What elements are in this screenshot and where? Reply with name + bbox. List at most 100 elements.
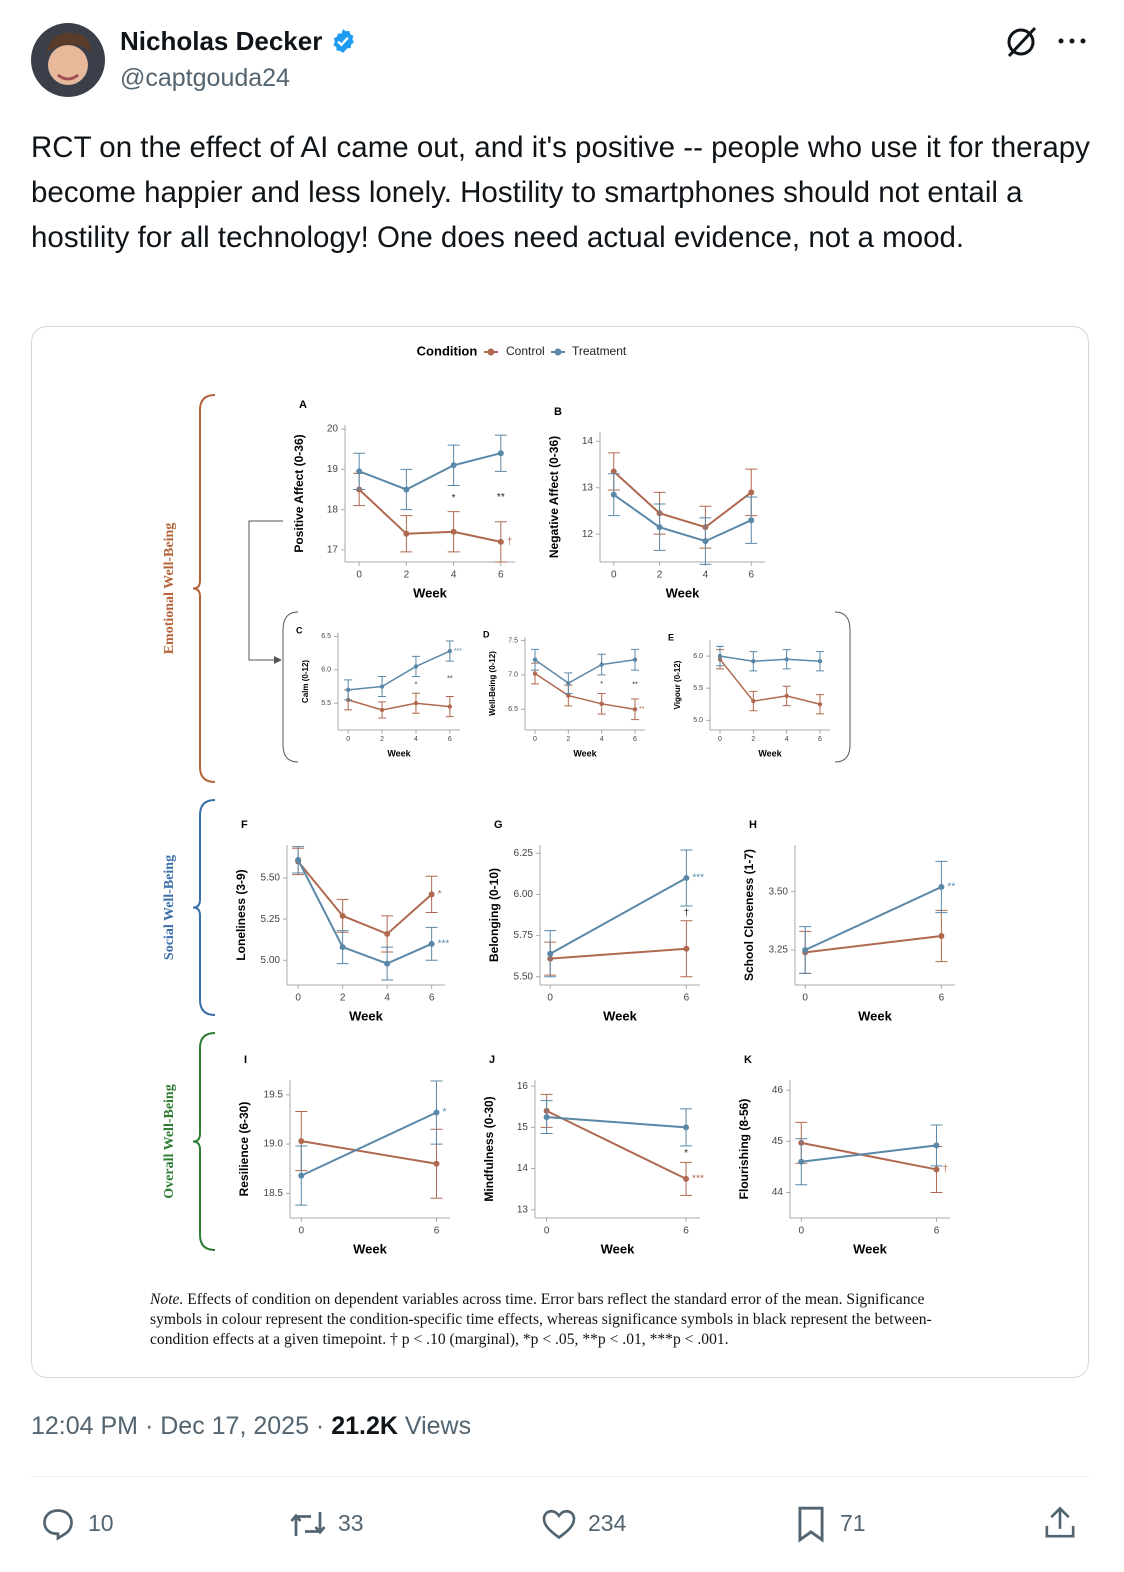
x-tick-label: 4	[600, 736, 604, 743]
y-tick-label: 5.50	[261, 873, 281, 884]
bookmark-icon[interactable]	[794, 1505, 828, 1543]
series-line	[546, 1110, 687, 1180]
x-tick-label: 6	[818, 736, 822, 743]
series-line	[549, 877, 687, 955]
data-point	[450, 462, 457, 469]
data-point	[938, 933, 945, 939]
author-name[interactable]: Nicholas Decker	[120, 26, 356, 57]
y-tick-label: 14	[517, 1163, 529, 1174]
y-tick-label: 5.75	[514, 930, 534, 941]
panel-letter: I	[244, 1054, 247, 1066]
repost-icon[interactable]	[288, 1506, 328, 1542]
data-point	[339, 944, 346, 951]
tweet-image[interactable]	[31, 326, 1089, 1378]
avatar[interactable]	[31, 23, 105, 97]
y-axis-label: Resilience (6-30)	[237, 1102, 251, 1197]
more-menu[interactable]	[1056, 34, 1088, 48]
repost-count: 33	[338, 1510, 364, 1536]
series-line	[613, 470, 752, 529]
panel-letter: B	[554, 406, 562, 418]
x-axis-label: Week	[573, 748, 597, 758]
reply-icon[interactable]	[40, 1506, 76, 1542]
time[interactable]: 12:04 PM	[31, 1412, 139, 1440]
group-label: Overall Well-Being	[162, 1084, 177, 1198]
series-line	[804, 886, 942, 951]
legend-title: Condition	[417, 343, 478, 358]
y-tick-label: 13	[517, 1204, 529, 1215]
y-tick-label: 6.00	[514, 889, 534, 900]
data-point	[748, 489, 755, 496]
date[interactable]: Dec 17, 2025	[160, 1412, 309, 1440]
legend-label: Treatment	[572, 344, 627, 358]
author[interactable]: Nicholas Decker	[120, 26, 323, 56]
data-point	[933, 1166, 940, 1173]
series-line	[534, 658, 636, 685]
x-axis-label: Week	[413, 585, 447, 600]
grok-icon[interactable]	[1003, 24, 1043, 60]
y-axis-label: Positive Affect (0-36)	[292, 434, 306, 552]
x-tick-label: 6	[683, 1226, 689, 1237]
figure-note: Note. Effects of condition on dependent …	[150, 1290, 970, 1350]
y-tick-label: 44	[772, 1187, 784, 1198]
x-tick-label: 6	[939, 993, 945, 1004]
group-bracket	[192, 1032, 216, 1251]
like-icon[interactable]	[540, 1506, 578, 1542]
x-tick-label: 0	[346, 736, 350, 743]
reply-count: 10	[88, 1510, 114, 1536]
x-tick-label: 2	[340, 993, 346, 1004]
panel-letter: F	[241, 819, 248, 831]
x-tick-label: 0	[356, 570, 362, 581]
data-point	[345, 687, 351, 693]
x-tick-label: 0	[611, 570, 617, 581]
y-tick-label: 14	[582, 436, 594, 447]
y-tick-label: 19.5	[264, 1089, 284, 1100]
y-axis-label: Mindfulness (0-30)	[482, 1096, 496, 1201]
y-tick-label: 19.0	[264, 1139, 284, 1150]
y-axis-label: Loneliness (3-9)	[234, 869, 248, 960]
views-count: 21.2K	[331, 1412, 398, 1440]
x-tick-label: 0	[544, 1226, 550, 1237]
y-tick-label: 7.5	[508, 637, 518, 644]
data-point	[599, 701, 604, 707]
x-tick-label: 2	[751, 736, 755, 743]
note-text: Effects of condition on dependent variab…	[150, 1291, 932, 1348]
data-point	[433, 1109, 440, 1116]
sig-label: *	[438, 889, 442, 900]
y-tick-label: 5.50	[514, 971, 534, 982]
data-point	[413, 664, 419, 669]
x-tick-label: 2	[566, 736, 570, 743]
x-tick-label: 6	[684, 993, 690, 1004]
data-point	[717, 653, 723, 659]
share-icon[interactable]	[1042, 1504, 1078, 1542]
like-count: 234	[588, 1510, 627, 1536]
y-axis-label: Belonging (0-10)	[487, 868, 501, 962]
series-line	[719, 655, 821, 662]
data-point	[384, 960, 391, 967]
bracket-left	[282, 611, 299, 763]
data-point	[379, 684, 385, 689]
data-point	[356, 468, 363, 475]
series-line	[801, 1144, 937, 1163]
data-point	[599, 662, 604, 667]
data-point	[784, 693, 789, 699]
sig-label: *	[442, 1107, 446, 1118]
legend-label: Control	[506, 344, 545, 358]
series-line	[805, 935, 942, 954]
y-tick-label: 3.25	[769, 945, 789, 956]
data-point	[656, 524, 663, 531]
x-tick-label: 0	[798, 1226, 804, 1237]
x-axis-label: Week	[858, 1008, 892, 1023]
views-label: Views	[404, 1412, 472, 1440]
y-axis-label: Vigour (0-12)	[673, 660, 682, 709]
x-axis-label: Week	[387, 748, 411, 758]
handle[interactable]: @captgouda24	[120, 64, 290, 92]
x-tick-label: 2	[657, 570, 663, 581]
series-line	[546, 1116, 687, 1129]
connector	[248, 520, 283, 661]
x-tick-label: 6	[934, 1226, 940, 1237]
data-point	[683, 1175, 690, 1182]
data-point	[751, 698, 756, 704]
data-point	[817, 702, 823, 707]
data-point	[751, 659, 756, 664]
